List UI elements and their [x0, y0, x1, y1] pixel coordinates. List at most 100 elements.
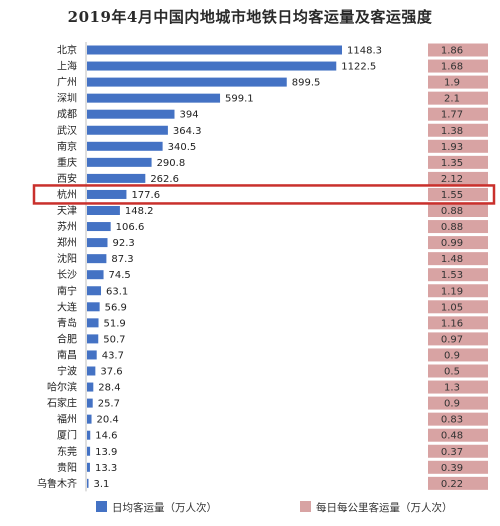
intensity-cell	[428, 91, 488, 105]
intensity-value-label: 1.35	[441, 158, 463, 169]
volume-bar	[87, 238, 108, 248]
volume-value-label: 13.9	[95, 447, 117, 458]
intensity-cell	[428, 155, 488, 169]
category-label: 宁波	[57, 365, 77, 378]
intensity-cell	[428, 204, 488, 217]
intensity-cell	[428, 332, 488, 346]
category-label: 郑州	[57, 236, 77, 249]
volume-bar	[87, 334, 99, 344]
volume-value-label: 28.4	[98, 383, 120, 394]
volume-bar	[87, 45, 342, 55]
volume-value-label: 262.6	[150, 174, 179, 185]
volume-value-label: 290.8	[157, 158, 186, 169]
volume-bar	[87, 398, 93, 408]
legend-label-intensity: 每日每公里客运量（万人次）	[316, 501, 453, 514]
category-label: 广州	[57, 77, 77, 89]
category-label: 贵阳	[57, 461, 77, 474]
volume-bar	[87, 270, 104, 280]
volume-value-label: 177.6	[131, 190, 160, 201]
volume-value-label: 87.3	[111, 254, 133, 265]
legend-label-volume: 日均客运量（万人次）	[112, 501, 217, 514]
volume-bar	[87, 109, 175, 119]
intensity-cell	[428, 460, 488, 474]
intensity-value-label: 1.16	[441, 318, 463, 329]
intensity-cell	[428, 444, 488, 458]
intensity-cell	[428, 107, 488, 121]
intensity-value-label: 0.5	[444, 367, 460, 378]
volume-value-label: 13.3	[95, 463, 117, 474]
category-label: 南昌	[57, 348, 77, 361]
intensity-cell	[428, 43, 488, 57]
volume-value-label: 37.6	[100, 367, 122, 378]
volume-value-label: 50.7	[103, 334, 125, 345]
volume-value-label: 394	[179, 110, 198, 121]
intensity-value-label: 0.48	[441, 431, 463, 442]
volume-bar	[87, 61, 337, 71]
category-label: 东莞	[57, 445, 77, 458]
category-label: 重庆	[57, 156, 77, 169]
volume-value-label: 14.6	[95, 431, 117, 442]
intensity-cell	[428, 396, 488, 410]
volume-bar	[87, 157, 152, 167]
volume-value-label: 56.9	[105, 302, 127, 313]
intensity-cell	[428, 187, 488, 201]
intensity-cell	[428, 139, 488, 153]
intensity-value-label: 0.88	[441, 222, 463, 233]
intensity-value-label: 0.37	[441, 447, 463, 458]
volume-value-label: 340.5	[168, 142, 197, 153]
volume-bar	[87, 446, 91, 456]
intensity-cell	[428, 268, 488, 282]
volume-value-label: 899.5	[292, 78, 321, 89]
category-label: 天津	[57, 205, 77, 217]
category-label: 苏州	[57, 220, 77, 233]
volume-value-label: 599.1	[225, 94, 254, 105]
volume-bar	[87, 366, 96, 376]
category-label: 上海	[57, 60, 77, 73]
intensity-value-label: 1.77	[441, 110, 463, 121]
volume-value-label: 1148.3	[347, 46, 382, 57]
intensity-value-label: 0.9	[444, 399, 460, 410]
intensity-cell	[428, 316, 488, 330]
intensity-value-label: 0.97	[441, 334, 463, 345]
chart-title: 2019年4月中国内地城市地铁日均客运量及客运强度	[67, 8, 433, 26]
category-label: 乌鲁木齐	[37, 477, 77, 490]
intensity-value-label: 0.39	[441, 463, 463, 474]
intensity-cell	[428, 284, 488, 298]
intensity-cell	[428, 59, 488, 73]
volume-bar	[87, 286, 102, 296]
volume-bar	[87, 93, 221, 103]
volume-value-label: 92.3	[112, 238, 134, 249]
intensity-cell	[428, 348, 488, 362]
volume-bar	[87, 206, 120, 215]
intensity-value-label: 1.93	[441, 142, 463, 153]
volume-bar	[87, 382, 94, 392]
intensity-value-label: 1.53	[441, 270, 463, 281]
category-label: 大连	[57, 300, 77, 313]
volume-value-label: 148.2	[125, 206, 154, 217]
category-label: 长沙	[57, 269, 77, 281]
intensity-value-label: 1.3	[444, 383, 460, 394]
category-label: 深圳	[57, 93, 77, 105]
volume-value-label: 3.1	[94, 479, 110, 490]
volume-value-label: 106.6	[116, 222, 145, 233]
category-label: 南宁	[57, 284, 77, 297]
intensity-cell	[428, 428, 488, 442]
intensity-cell	[428, 75, 488, 89]
volume-bar	[87, 462, 90, 472]
intensity-cell	[428, 380, 488, 394]
intensity-cell	[428, 220, 488, 234]
category-label: 合肥	[57, 332, 77, 345]
category-label: 哈尔滨	[47, 381, 77, 394]
intensity-cell	[428, 123, 488, 137]
intensity-cell	[428, 252, 488, 266]
volume-value-label: 74.5	[109, 270, 131, 281]
intensity-cell	[428, 364, 488, 378]
highlight-box	[32, 184, 496, 205]
category-label: 石家庄	[47, 397, 77, 410]
volume-value-label: 43.7	[102, 350, 124, 361]
volume-value-label: 1122.5	[341, 62, 376, 73]
intensity-cell	[428, 171, 488, 185]
intensity-value-label: 1.86	[441, 46, 463, 57]
volume-bar	[87, 125, 168, 135]
